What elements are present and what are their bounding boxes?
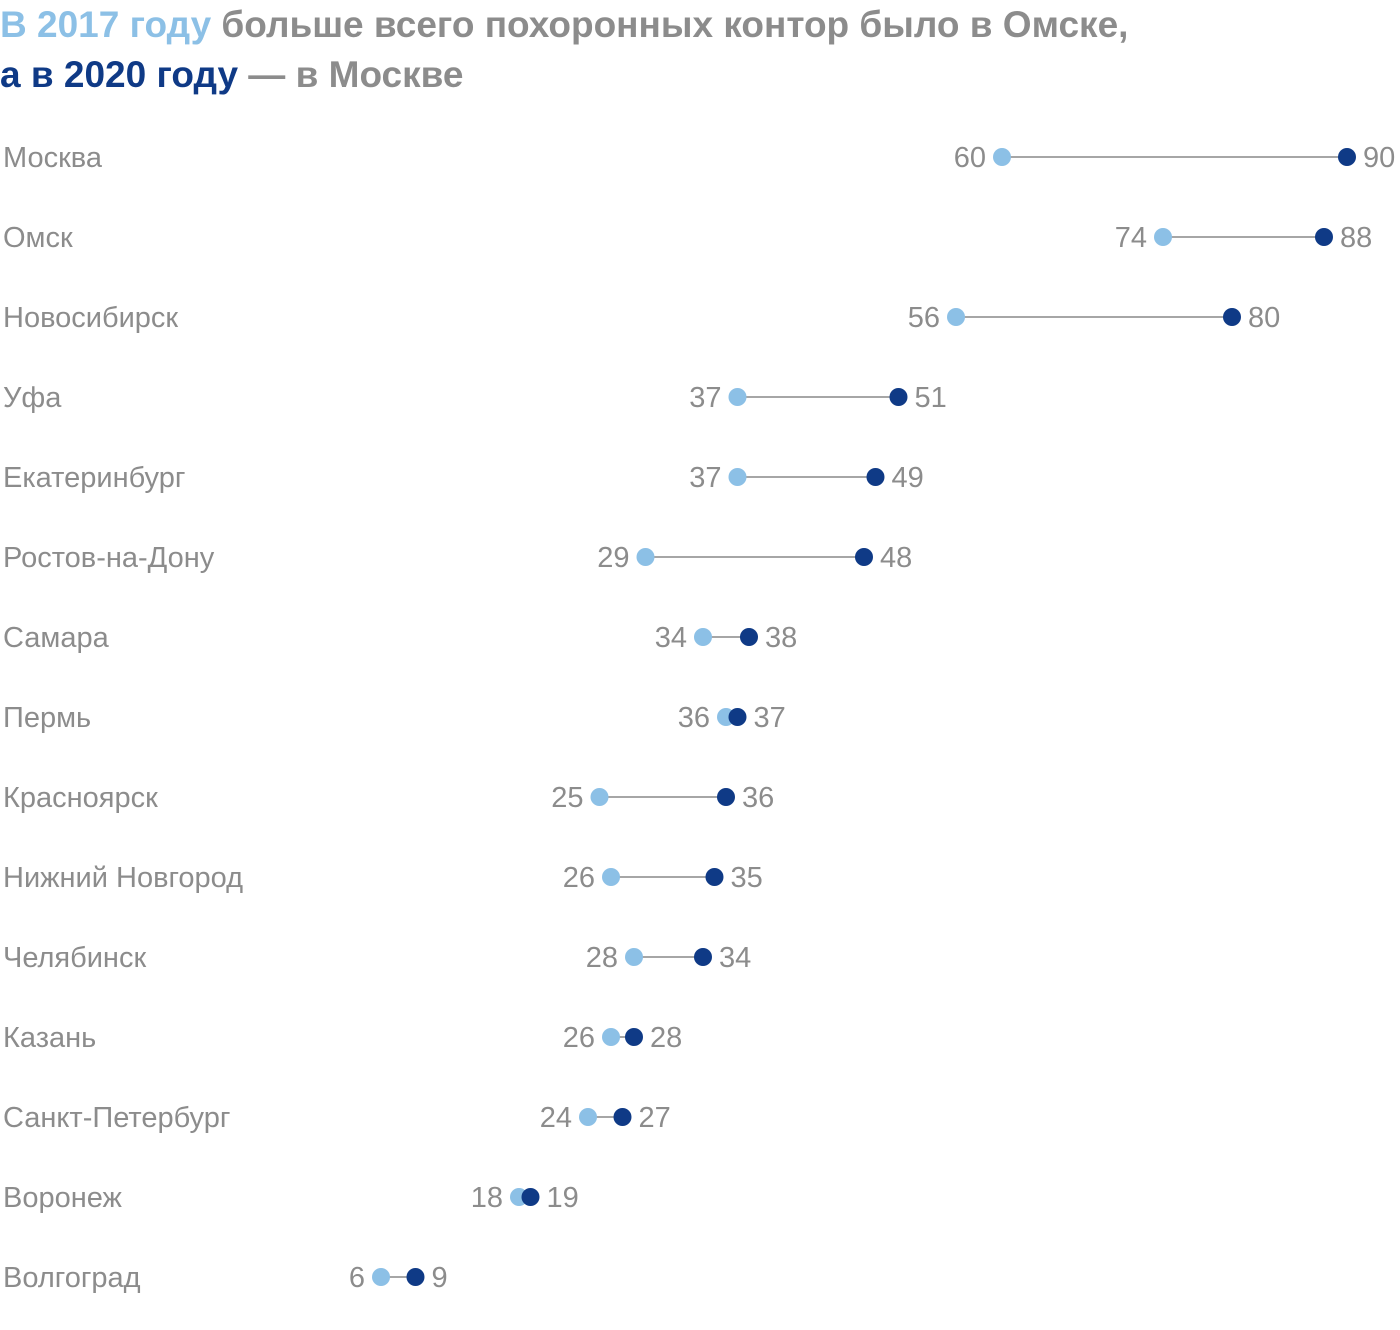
city-label: Ростов-на-Дону [3, 542, 215, 574]
value-label-2017: 26 [563, 1022, 595, 1054]
value-label-2017: 60 [954, 142, 986, 174]
city-label: Омск [3, 222, 73, 254]
dot-2020 [1338, 148, 1356, 166]
value-label-2020: 80 [1248, 302, 1280, 334]
city-label: Самара [3, 622, 110, 654]
title-highlight-2020: а в 2020 году [0, 54, 239, 95]
dot-2017 [694, 628, 712, 646]
city-label: Красноярск [3, 782, 158, 814]
dot-2020 [613, 1108, 632, 1126]
dot-2017 [947, 308, 965, 326]
dot-2017 [602, 868, 620, 886]
value-label-2020: 48 [880, 542, 912, 574]
city-label: Волгоград [3, 1262, 141, 1294]
chart-title: В 2017 году больше всего похоронных конт… [0, 0, 1400, 100]
value-label-2017: 37 [689, 382, 721, 414]
city-label: Новосибирск [3, 302, 178, 334]
dot-2020 [717, 788, 735, 806]
value-label-2020: 34 [719, 942, 751, 974]
city-label: Москва [3, 142, 103, 174]
dot-2020 [1223, 308, 1241, 326]
value-label-2020: 49 [892, 462, 924, 494]
city-label: Уфа [3, 382, 62, 414]
dot-2017 [636, 548, 655, 566]
value-label-2020: 19 [547, 1182, 579, 1214]
value-label-2020: 36 [742, 782, 774, 814]
city-label: Санкт-Петербург [3, 1102, 230, 1134]
dot-2020 [740, 628, 758, 646]
value-label-2017: 34 [655, 622, 687, 654]
city-label: Воронеж [3, 1182, 123, 1214]
dot-2017 [579, 1108, 597, 1126]
dot-2017 [1154, 228, 1172, 246]
city-label: Челябинск [3, 942, 146, 974]
city-label: Пермь [3, 702, 91, 734]
value-label-2017: 74 [1115, 222, 1147, 254]
value-label-2020: 9 [432, 1262, 448, 1294]
dot-2017 [625, 948, 643, 966]
dot-2017 [993, 148, 1011, 166]
dot-2020 [855, 548, 873, 566]
value-label-2017: 37 [689, 462, 721, 494]
value-label-2017: 29 [597, 542, 629, 574]
title-text-line1: больше всего похоронных контор было в Ом… [211, 4, 1129, 45]
city-label: Казань [3, 1022, 96, 1054]
dot-2017 [728, 388, 747, 406]
title-text-line2: — в Москве [238, 54, 464, 95]
value-label-2017: 36 [678, 702, 710, 734]
value-label-2020: 51 [915, 382, 947, 414]
value-label-2017: 56 [908, 302, 940, 334]
dot-2017 [590, 788, 609, 806]
dot-2020 [728, 708, 747, 726]
dot-2020 [694, 948, 712, 966]
dot-2020 [866, 468, 885, 486]
value-label-2020: 28 [650, 1022, 682, 1054]
city-label: Нижний Новгород [3, 862, 243, 894]
value-label-2017: 25 [551, 782, 583, 814]
dot-2020 [705, 868, 724, 886]
dot-2017 [728, 468, 747, 486]
value-label-2020: 35 [731, 862, 763, 894]
dot-2020 [625, 1028, 643, 1046]
dot-2020 [1315, 228, 1333, 246]
value-label-2017: 26 [563, 862, 595, 894]
dot-2020 [889, 388, 908, 406]
dot-2020 [521, 1188, 540, 1206]
city-label: Екатеринбург [3, 462, 185, 494]
value-label-2020: 38 [765, 622, 797, 654]
value-label-2017: 6 [349, 1262, 365, 1294]
value-label-2017: 18 [471, 1182, 503, 1214]
dot-2020 [406, 1268, 425, 1286]
value-label-2020: 27 [639, 1102, 671, 1134]
value-label-2017: 24 [540, 1102, 572, 1134]
value-label-2020: 88 [1340, 222, 1372, 254]
dot-2017 [602, 1028, 620, 1046]
value-label-2017: 28 [586, 942, 618, 974]
dot-2017 [372, 1268, 390, 1286]
value-label-2020: 90 [1363, 142, 1395, 174]
title-highlight-2017: В 2017 году [0, 4, 212, 45]
value-label-2020: 37 [754, 702, 786, 734]
